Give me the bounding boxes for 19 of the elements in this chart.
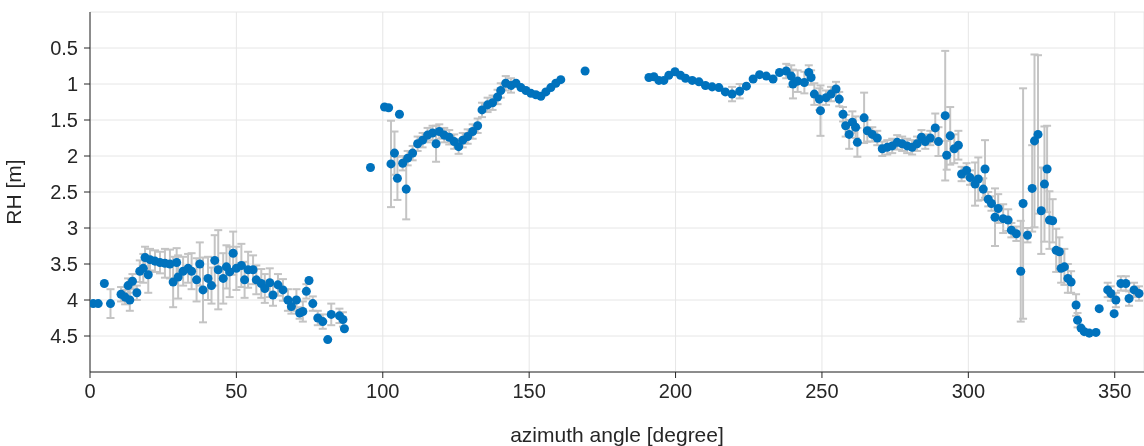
x-tick-label: 250 — [805, 380, 839, 403]
x-tick-label: 100 — [366, 380, 400, 403]
y-tick-label: 4.5 — [50, 325, 78, 348]
y-tick-label: 3.5 — [50, 253, 78, 276]
y-tick-label: 0.5 — [50, 37, 78, 60]
y-tick-label: 2.5 — [50, 181, 78, 204]
y-tick-label: 1 — [66, 73, 78, 96]
x-axis-title: azimuth angle [degree] — [510, 423, 724, 446]
x-tick-label: 350 — [1098, 380, 1132, 403]
x-tick-label: 50 — [225, 380, 248, 403]
x-tick-label: 300 — [951, 380, 986, 403]
x-tick-label: 0 — [84, 380, 96, 403]
x-tick-label: 200 — [658, 380, 693, 403]
x-tick-label: 150 — [512, 380, 546, 403]
y-tick-label: 3 — [66, 217, 78, 240]
y-axis-title: RH [m] — [2, 159, 26, 225]
y-tick-label: 2 — [66, 145, 78, 168]
y-tick-label: 4 — [66, 289, 78, 312]
y-tick-label: 1.5 — [50, 109, 78, 132]
